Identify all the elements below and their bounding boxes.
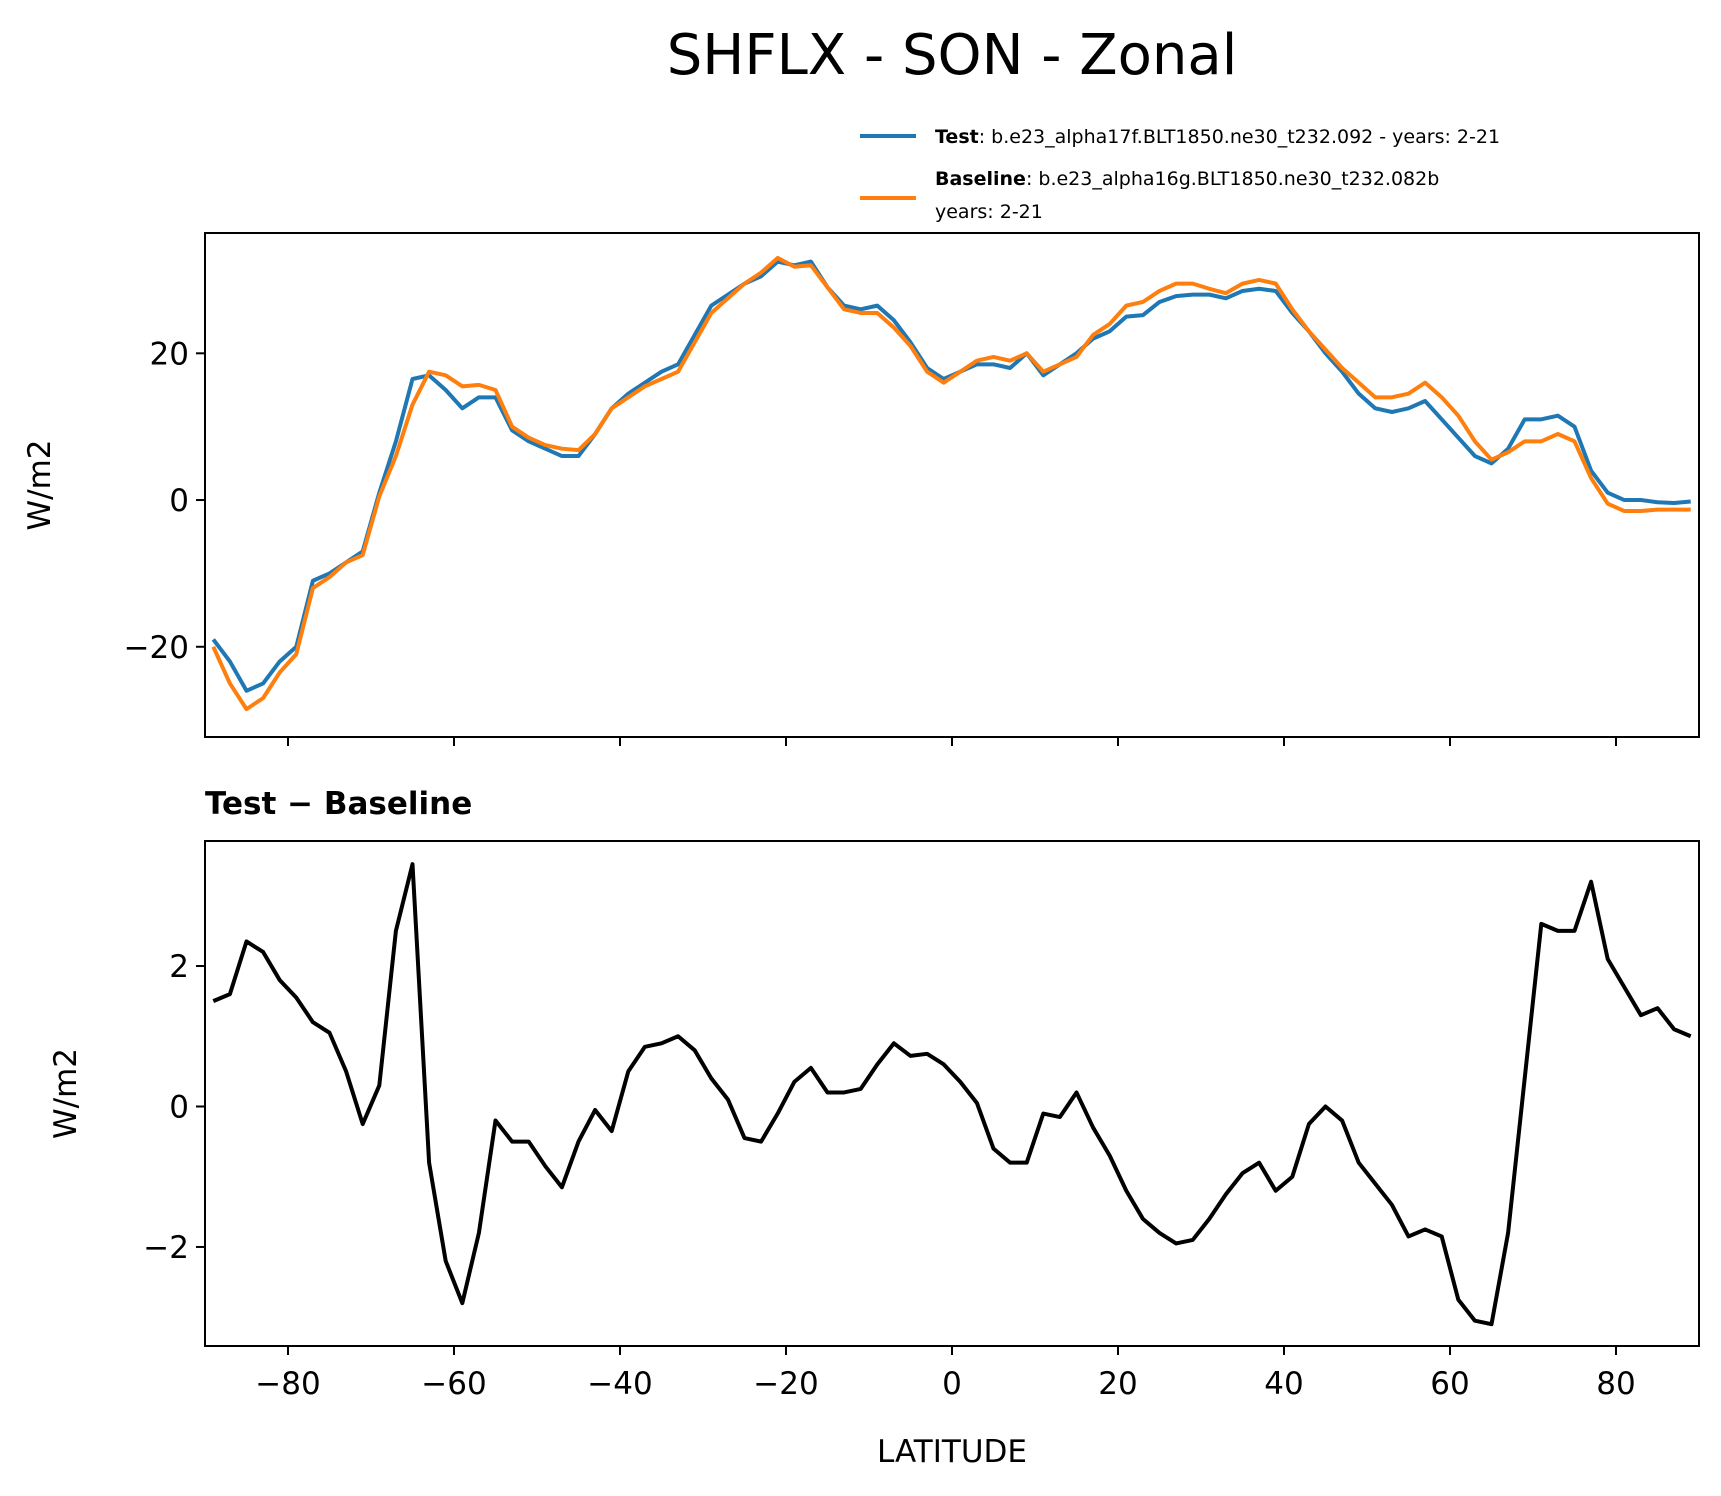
y-tick-label: −2 <box>143 1230 189 1266</box>
y-tick-label: 20 <box>150 336 189 372</box>
x-axis-label: LATITUDE <box>877 1434 1027 1470</box>
legend-label: Baseline: b.e23_alpha16g.BLT1850.ne30_t2… <box>935 168 1439 190</box>
x-tick-label: 60 <box>1430 1366 1469 1402</box>
subplot-title: Test − Baseline <box>205 786 472 822</box>
data-line <box>211 255 1691 712</box>
x-tick-label: 80 <box>1596 1366 1635 1402</box>
legend-name: Baseline <box>935 168 1026 190</box>
legend-name: Test <box>935 126 979 148</box>
x-tick-label: 40 <box>1264 1366 1303 1402</box>
y-tick-label: −20 <box>124 630 189 666</box>
x-tick-label: −20 <box>753 1366 818 1402</box>
legend-description: : b.e23_alpha17f.BLT1850.ne30_t232.092 -… <box>979 126 1500 148</box>
y-tick-label: 0 <box>169 483 189 519</box>
x-tick-label: −40 <box>587 1366 652 1402</box>
x-tick-label: 20 <box>1098 1366 1137 1402</box>
x-tick-label: −60 <box>421 1366 486 1402</box>
legend-label: Test: b.e23_alpha17f.BLT1850.ne30_t232.0… <box>935 126 1500 148</box>
y-tick-label: 2 <box>169 949 189 985</box>
legend-description: : b.e23_alpha16g.BLT1850.ne30_t232.082b <box>1026 168 1439 190</box>
x-tick-label: 0 <box>942 1366 962 1402</box>
legend-label-line: years: 2-21 <box>935 201 1043 223</box>
y-axis-label: W/m2 <box>22 439 58 530</box>
y-axis-label: W/m2 <box>48 1048 84 1139</box>
chart-title: SHFLX - SON - Zonal <box>667 23 1238 88</box>
x-tick-label: −80 <box>255 1366 320 1402</box>
data-line <box>212 862 1692 1327</box>
y-tick-label: 0 <box>169 1089 189 1125</box>
